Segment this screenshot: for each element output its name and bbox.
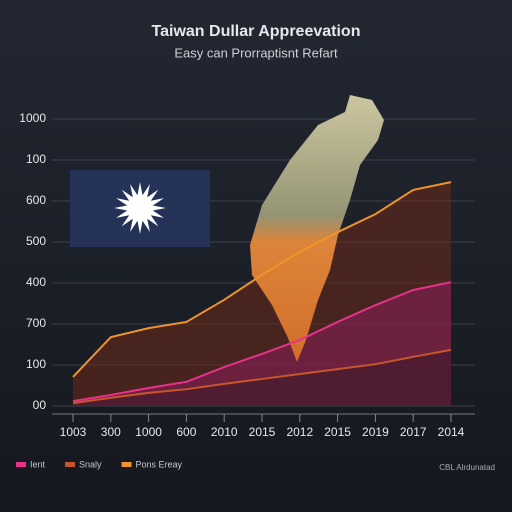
y-tick-label: 700 [26, 316, 46, 330]
x-tick-label: 2014 [438, 425, 465, 439]
series-line [72, 348, 452, 405]
series-line [72, 181, 452, 378]
y-tick-label: 500 [26, 234, 46, 248]
series-line [72, 281, 452, 403]
y-tick-label: 1000 [19, 111, 46, 125]
y-tick-label: 400 [26, 275, 46, 289]
x-tick-label: 300 [101, 425, 121, 439]
legend-swatch [121, 462, 132, 467]
y-tick-label: 100 [26, 357, 46, 371]
legend-label: Snaly [79, 459, 102, 469]
x-tick-label: 2012 [286, 425, 313, 439]
legend-label: Ient [30, 459, 46, 469]
x-tick-label: 2017 [400, 425, 427, 439]
y-tick-label: 600 [26, 193, 46, 207]
y-tick-label: 00 [33, 398, 47, 412]
x-tick-label: 2019 [362, 425, 389, 439]
x-tick-label: 2010 [211, 425, 238, 439]
x-tick-label: 2015 [324, 425, 351, 439]
flag-sun [114, 182, 166, 234]
lines [72, 181, 452, 405]
island-illustration [250, 95, 384, 362]
legend-label: Pons Ereay [136, 459, 183, 469]
x-tick-label: 1003 [60, 425, 87, 439]
legend-swatch [65, 462, 76, 467]
footer: CBL Alrdunatad [439, 463, 495, 472]
y-tick-label: 100 [26, 152, 46, 166]
chart-title: Taiwan Dullar Appreevation [152, 23, 361, 40]
chart-subtitle: Easy can Prorraptisnt Refart [174, 45, 338, 60]
legend-swatch [16, 462, 26, 467]
x-tick-label: 1000 [135, 425, 162, 439]
x-tick-label: 2015 [249, 425, 276, 439]
x-tick-label: 600 [176, 425, 196, 439]
